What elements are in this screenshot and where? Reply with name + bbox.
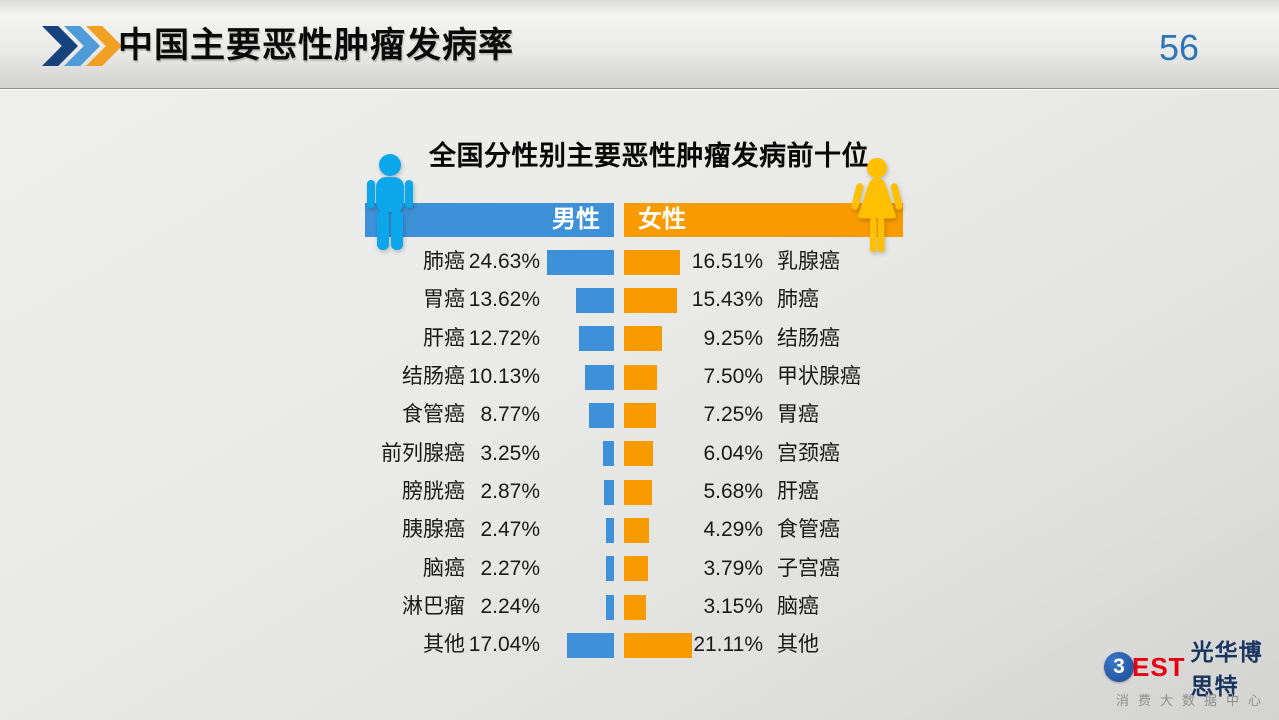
female-value-label: 3.15% [703, 595, 763, 619]
female-value-label: 9.25% [703, 326, 763, 350]
male-bar [604, 479, 614, 505]
male-category-label: 结肠癌 [402, 365, 465, 389]
male-person-icon [362, 152, 418, 258]
male-bar [589, 403, 614, 429]
male-bar [576, 288, 614, 314]
female-value-label: 3.79% [703, 556, 763, 580]
chart-row: 脑癌 2.27% 3.79% 子宫癌 [0, 550, 1279, 588]
slide-header: 中国主要恶性肿瘤发病率 56 [0, 0, 1279, 89]
page-number: 56 [1158, 27, 1199, 68]
male-category-label: 食管癌 [402, 403, 465, 427]
female-category-label: 肺癌 [777, 288, 819, 312]
female-value-label: 5.68% [703, 480, 763, 504]
male-value-label: 2.27% [480, 556, 540, 580]
male-category-label: 肺癌 [423, 250, 465, 273]
female-category-label: 子宫癌 [777, 556, 840, 580]
female-value-label: 15.43% [691, 288, 763, 312]
female-category-label: 食管癌 [777, 518, 840, 542]
female-category-label: 乳腺癌 [777, 250, 840, 273]
male-category-label: 前列腺癌 [381, 441, 465, 465]
male-value-label: 2.24% [480, 595, 540, 619]
female-person-icon [851, 156, 903, 260]
chart-row: 肺癌 24.63% 16.51% 乳腺癌 [0, 243, 1279, 281]
female-bar [624, 556, 648, 582]
male-value-label: 8.77% [480, 403, 540, 427]
female-category-label: 胃癌 [777, 403, 819, 427]
male-value-label: 12.72% [468, 326, 540, 350]
male-bar [547, 249, 614, 275]
female-bar [624, 249, 680, 275]
female-bar [624, 364, 657, 390]
chart-row: 结肠癌 10.13% 7.50% 甲状腺癌 [0, 358, 1279, 396]
female-value-label: 21.11% [693, 633, 763, 657]
best-logo-est-text: EST [1132, 651, 1186, 682]
female-bar [624, 403, 656, 429]
chart-row: 淋巴瘤 2.24% 3.15% 脑癌 [0, 588, 1279, 626]
female-value-label: 7.50% [703, 365, 763, 389]
best-logo: 3 EST 光华博思特 消费大数据中心 [1104, 639, 1271, 709]
female-bar [624, 441, 653, 467]
male-value-label: 10.13% [468, 365, 540, 389]
best-logo-mark-icon: 3 [1104, 652, 1134, 682]
chart-row: 肝癌 12.72% 9.25% 结肠癌 [0, 320, 1279, 358]
male-category-label: 其他 [423, 633, 465, 657]
female-category-label: 宫颈癌 [777, 441, 840, 465]
male-value-label: 17.04% [468, 633, 540, 657]
female-value-label: 6.04% [703, 441, 763, 465]
chart-row: 胃癌 13.62% 15.43% 肺癌 [0, 281, 1279, 319]
chart-title: 全国分性别主要恶性肿瘤发病前十位 [429, 141, 869, 171]
best-logo-row: 3 EST 光华博思特 [1104, 639, 1269, 699]
male-bar [603, 441, 614, 467]
male-value-label: 13.62% [468, 288, 540, 312]
female-category-label: 甲状腺癌 [777, 365, 861, 389]
male-bar [606, 556, 614, 582]
female-bar [624, 594, 646, 620]
female-bar [624, 479, 652, 505]
female-bar [624, 518, 649, 544]
male-bar [579, 326, 614, 352]
male-category-label: 淋巴瘤 [402, 595, 465, 619]
female-bar [624, 288, 677, 314]
page-title: 中国主要恶性肿瘤发病率 [118, 26, 515, 65]
male-category-label: 膀胱癌 [402, 480, 465, 504]
chart-row: 食管癌 8.77% 7.25% 胃癌 [0, 396, 1279, 434]
chart-row: 膀胱癌 2.87% 5.68% 肝癌 [0, 473, 1279, 511]
female-category-label: 肝癌 [777, 480, 819, 504]
triple-chevron-icon [42, 26, 122, 66]
female-category-label: 其他 [777, 633, 819, 657]
male-bar [585, 364, 614, 390]
chart-rows: 肺癌 24.63% 16.51% 乳腺癌 胃癌 13.62% 15.43% 肺癌 肝癌 12.72… [0, 243, 1279, 665]
male-category-label: 胃癌 [423, 288, 465, 312]
female-bar [624, 326, 662, 352]
male-category-label: 脑癌 [423, 556, 465, 580]
female-series-header: 女性 [624, 203, 903, 237]
male-bar [567, 633, 614, 659]
male-category-label: 肝癌 [423, 326, 465, 350]
female-value-label: 7.25% [703, 403, 763, 427]
female-category-label: 结肠癌 [777, 326, 840, 350]
chart-row: 前列腺癌 3.25% 6.04% 宫颈癌 [0, 435, 1279, 473]
best-logo-tagline: 消费大数据中心 [1116, 693, 1271, 708]
male-value-label: 24.63% [468, 250, 540, 273]
male-value-label: 2.87% [480, 480, 540, 504]
chart-row: 胰腺癌 2.47% 4.29% 食管癌 [0, 511, 1279, 549]
male-series-header: 男性 [365, 203, 614, 237]
male-bar [606, 518, 614, 544]
male-value-label: 3.25% [480, 441, 540, 465]
male-category-label: 胰腺癌 [402, 518, 465, 542]
best-logo-brand-name: 光华博思特 [1190, 639, 1263, 699]
chart-row: 其他 17.04% 21.11% 其他 [0, 626, 1279, 664]
female-value-label: 4.29% [703, 518, 763, 542]
male-bar [606, 594, 614, 620]
female-category-label: 脑癌 [777, 595, 819, 619]
female-bar [624, 633, 692, 659]
male-value-label: 2.47% [480, 518, 540, 542]
female-value-label: 16.51% [691, 250, 763, 273]
